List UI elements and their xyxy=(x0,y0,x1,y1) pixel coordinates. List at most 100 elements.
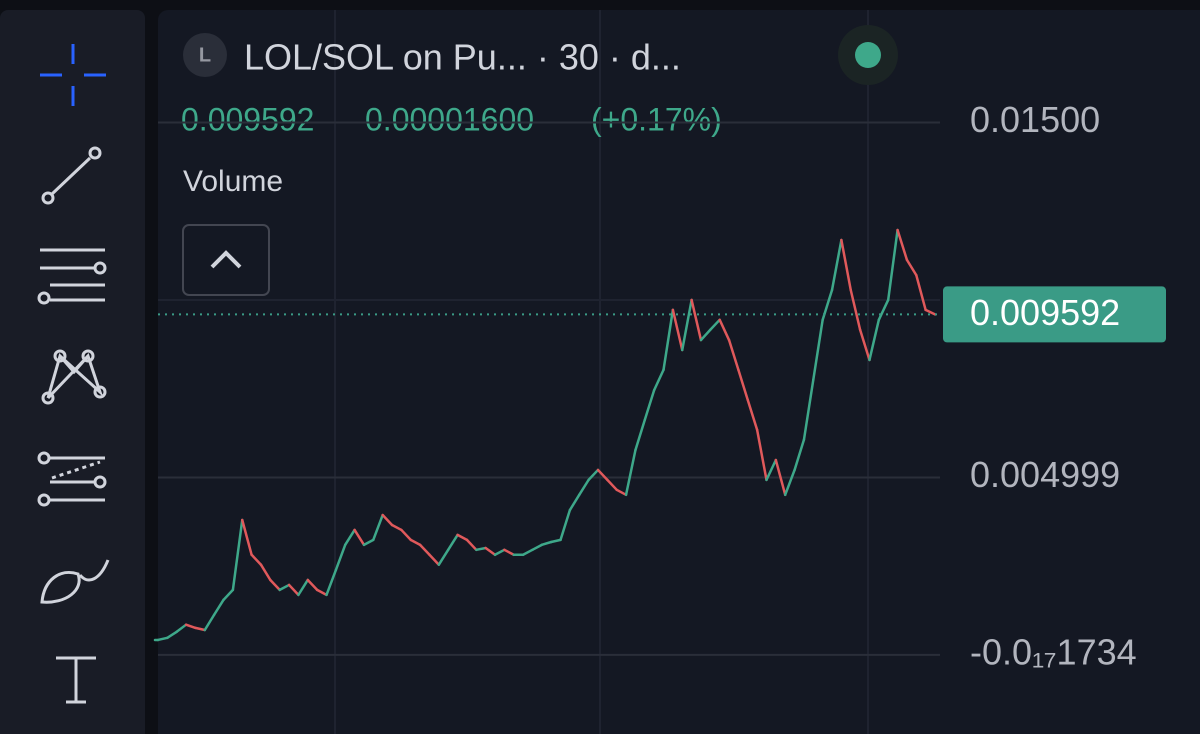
price-segment xyxy=(718,318,731,342)
price-segment xyxy=(400,528,413,542)
price-segment xyxy=(652,368,665,392)
last-price-tag xyxy=(943,286,1166,343)
chart-panel xyxy=(158,10,1200,734)
change-percent: (+0.17%) xyxy=(591,101,722,137)
price-segment xyxy=(521,548,534,557)
price-segment xyxy=(793,438,806,472)
price-segment xyxy=(830,238,843,292)
price-segment xyxy=(446,533,459,552)
price-segment xyxy=(475,546,487,552)
price-segment xyxy=(493,548,506,557)
price-segment xyxy=(203,613,216,632)
price-segment xyxy=(175,623,188,634)
price-segment xyxy=(568,493,581,512)
collapse-chevron[interactable] xyxy=(210,250,242,269)
price-segment xyxy=(456,533,469,542)
plot: 0.01500 0.004999 -0.0₁₇1734 0.009592 xyxy=(153,99,1166,672)
price-segment xyxy=(606,478,618,492)
price-segment xyxy=(222,588,235,602)
price-segment xyxy=(755,428,768,482)
price-segment xyxy=(840,238,852,292)
price-segment xyxy=(634,418,647,452)
price-segment xyxy=(868,318,881,362)
price-segment xyxy=(540,540,553,547)
trend-line-tool[interactable] xyxy=(41,146,102,205)
price-segment xyxy=(877,298,890,322)
price-segment xyxy=(690,298,703,342)
price-segment xyxy=(699,328,712,342)
price-segment xyxy=(896,228,909,262)
price-segment xyxy=(531,543,544,552)
price-segment xyxy=(353,528,366,547)
price-segment xyxy=(858,328,871,362)
collapse-button-frame[interactable] xyxy=(182,224,270,296)
last-price-label: 0.009592 xyxy=(970,292,1120,333)
price-segment xyxy=(156,636,169,642)
price-segment xyxy=(886,228,899,302)
indicator-label: Volume xyxy=(183,165,283,198)
price-segment xyxy=(184,623,197,630)
price-segment xyxy=(306,578,319,592)
parallel-lines-tool[interactable] xyxy=(37,248,107,305)
price-segment xyxy=(709,318,721,332)
price-segment xyxy=(390,523,403,532)
y-tick-label: 0.004999 xyxy=(970,454,1120,495)
price-segment xyxy=(297,578,310,597)
price-segment xyxy=(624,448,637,497)
price-segment xyxy=(596,468,609,482)
price-segment xyxy=(315,588,328,597)
price-segment xyxy=(381,513,394,527)
fib-tool[interactable] xyxy=(37,451,107,507)
price-segment xyxy=(587,468,600,482)
price-segment xyxy=(372,513,384,542)
price-segment xyxy=(924,308,937,316)
price: 0.009592 xyxy=(181,101,314,137)
price-segment xyxy=(484,546,497,557)
price-segment xyxy=(915,273,927,312)
crosshair-tool[interactable] xyxy=(40,44,106,106)
price-segment xyxy=(343,528,356,547)
price-segment xyxy=(212,598,225,617)
price-segment xyxy=(362,538,375,547)
text-tool[interactable] xyxy=(56,656,96,704)
change: 0.00001600 xyxy=(365,101,534,137)
price-segment xyxy=(409,538,422,547)
symbol-icon-letter: L xyxy=(199,44,211,66)
vertical-grid xyxy=(158,10,940,734)
price-segment xyxy=(278,583,291,592)
price-segment xyxy=(578,478,590,497)
price-segment xyxy=(437,548,450,566)
price-segment xyxy=(559,508,572,542)
price-segment xyxy=(680,298,693,352)
price-segment xyxy=(905,258,918,277)
price-segment xyxy=(194,626,207,632)
price-segment xyxy=(166,630,178,640)
toolbar-icons xyxy=(37,44,110,704)
price-segment xyxy=(802,378,815,442)
price-segment xyxy=(643,388,656,422)
y-tick-label: -0.0₁₇1734 xyxy=(970,631,1137,672)
brush-tool[interactable] xyxy=(40,559,110,604)
price-segment xyxy=(231,518,244,592)
collapse-button[interactable] xyxy=(182,224,270,296)
price-segment xyxy=(259,563,272,582)
price-segment xyxy=(849,288,862,332)
price-segment xyxy=(241,518,253,557)
pattern-tool[interactable] xyxy=(41,349,107,405)
price-segment xyxy=(334,543,347,572)
price-segment xyxy=(428,553,441,566)
price-segment xyxy=(783,468,796,497)
price-segment xyxy=(615,488,628,497)
price-segment xyxy=(503,548,515,557)
price-segment xyxy=(671,308,684,352)
price-segment xyxy=(250,553,263,566)
status-dot xyxy=(855,42,881,68)
price-segment xyxy=(765,458,778,482)
price-segment xyxy=(662,308,675,372)
price-segment xyxy=(325,568,338,597)
price-segment xyxy=(287,583,300,597)
price-segment xyxy=(727,338,740,372)
price-segment xyxy=(465,538,478,552)
symbol-title[interactable]: LOL/SOL on Pu... · 30 · d... xyxy=(244,37,681,78)
